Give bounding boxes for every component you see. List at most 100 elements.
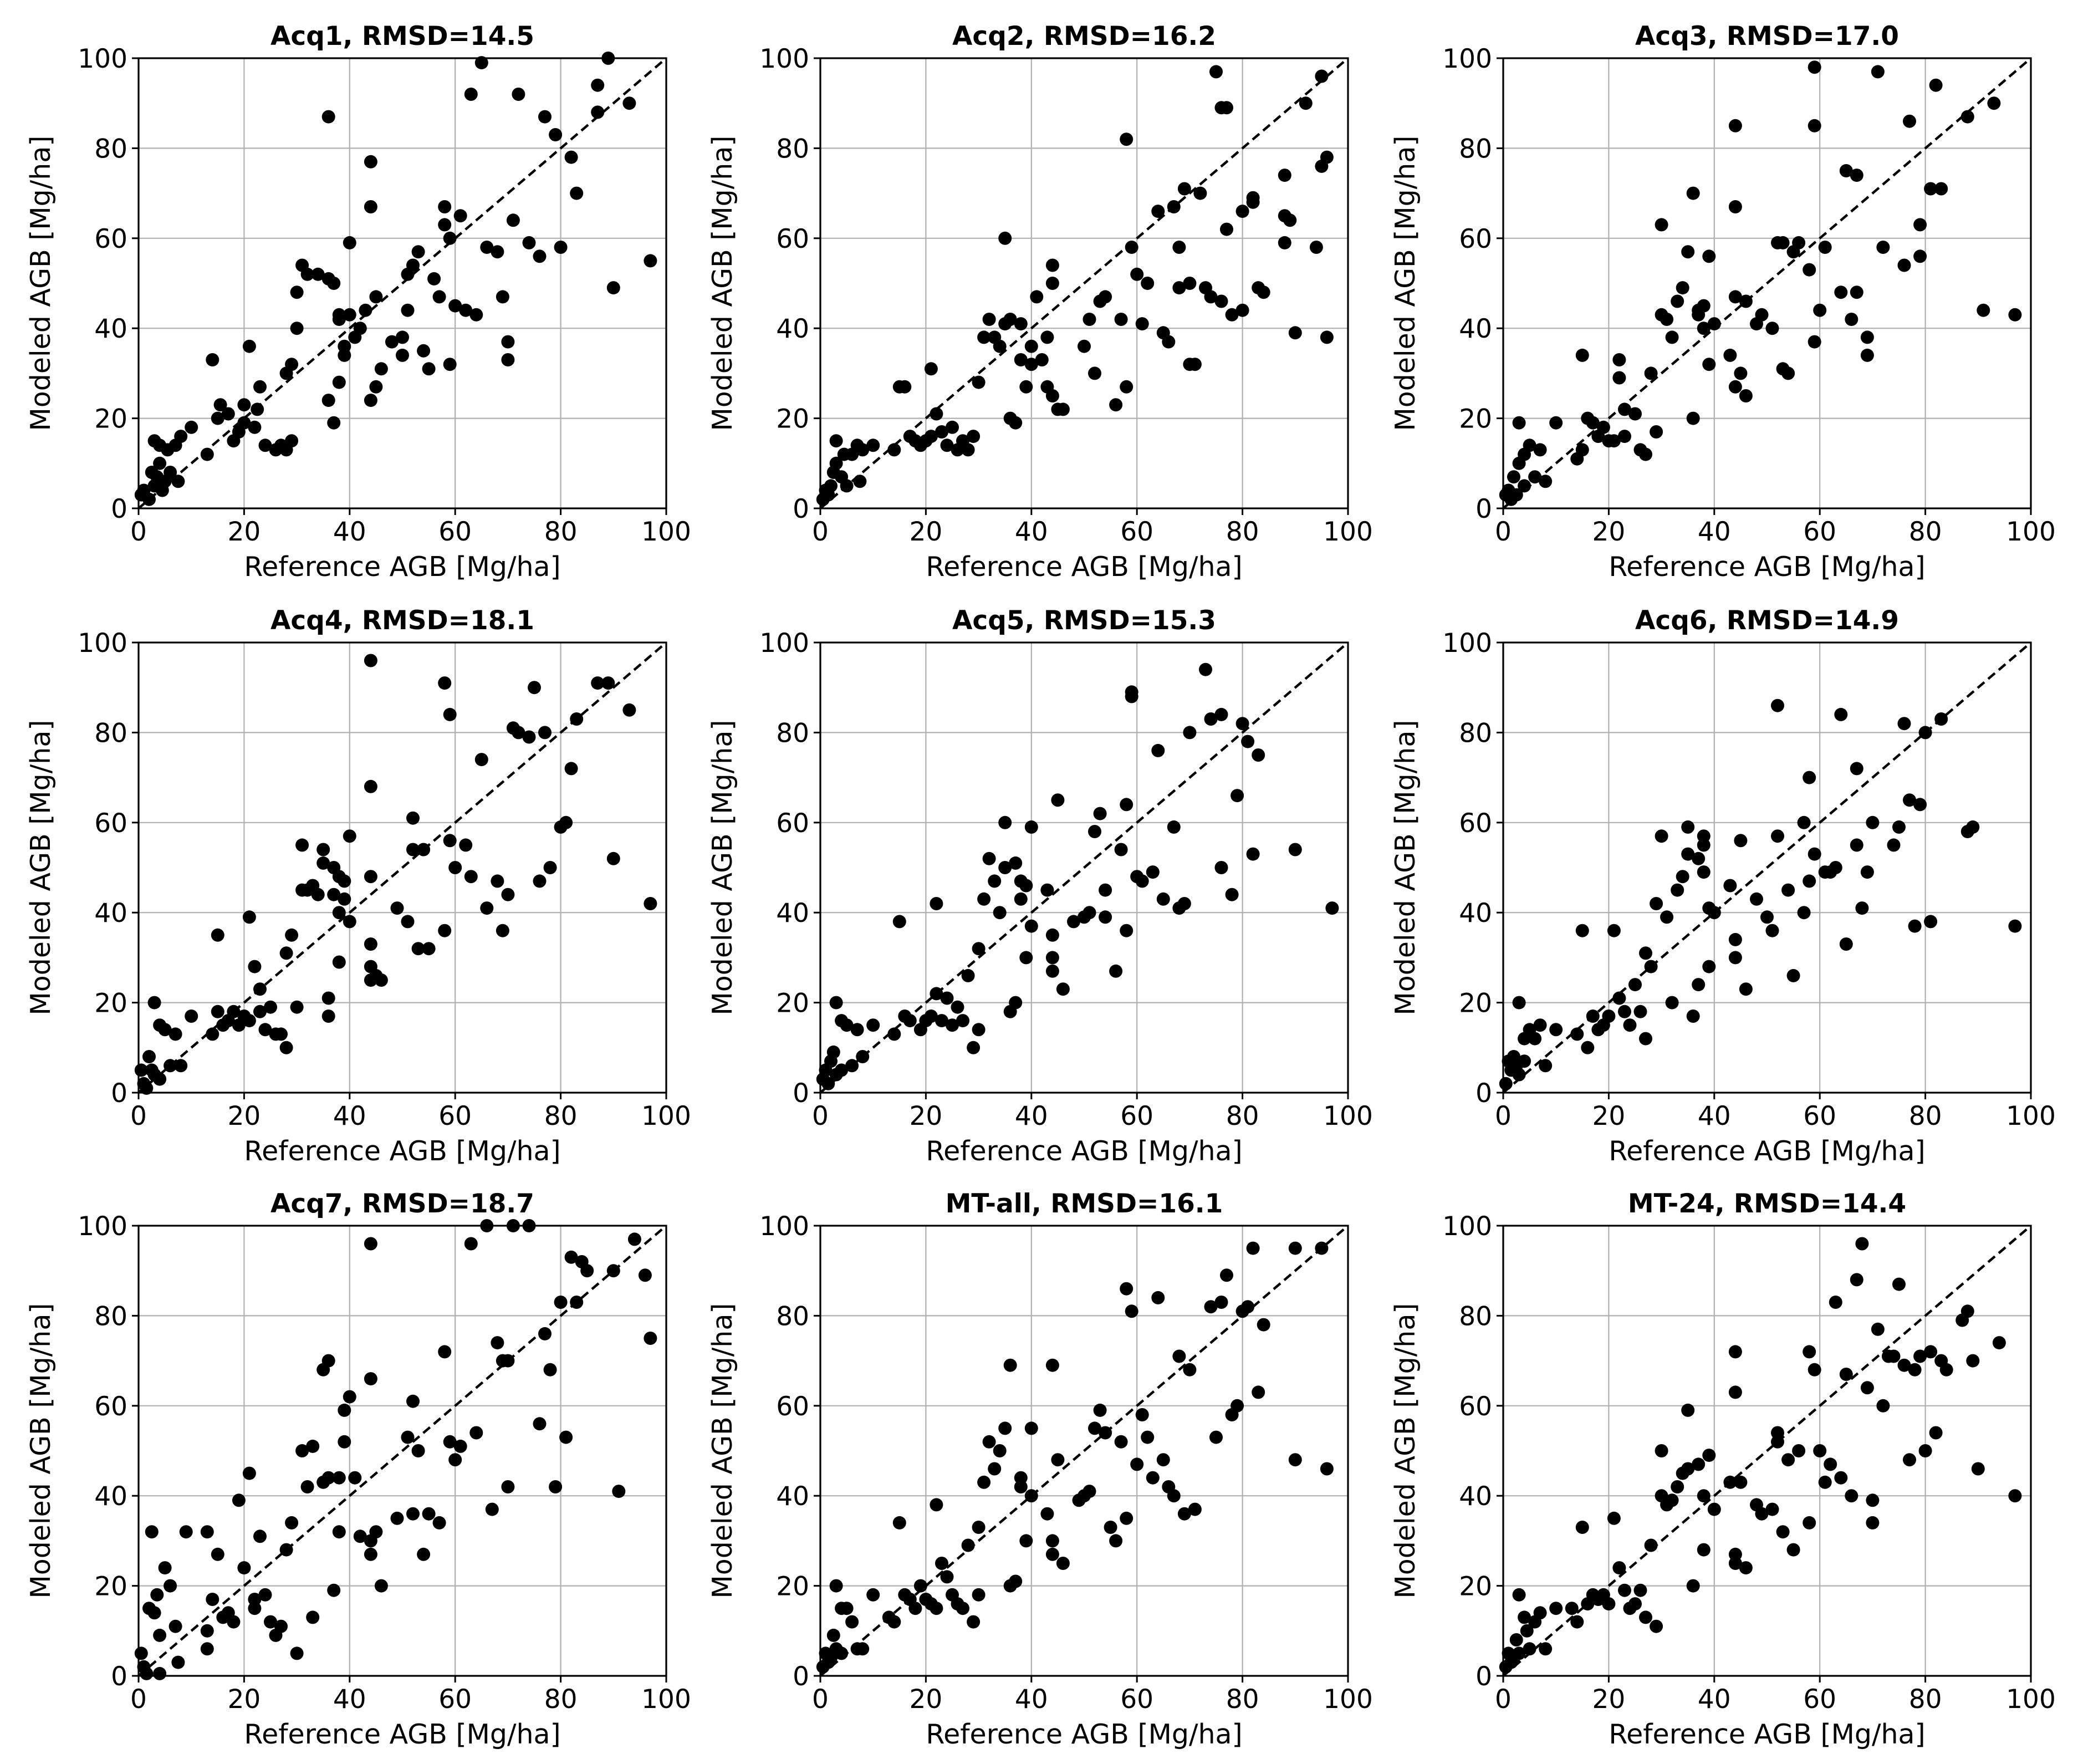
data-point [279, 1041, 293, 1054]
data-point [898, 380, 912, 394]
data-point [1803, 263, 1816, 277]
data-point [411, 1444, 425, 1457]
data-point [300, 267, 314, 281]
data-point [1612, 991, 1626, 1005]
scatter-panel-4: 00 20 20 40 40 60 60 80 80 100 100 Acq4, RMSD=18.1 R… [25, 605, 691, 1167]
x-axis-label: Reference AGB [Mg/ha] [1609, 551, 1925, 583]
data-point [1960, 1304, 1974, 1318]
data-point [417, 1547, 431, 1561]
data-point [406, 811, 420, 825]
scatter-panel-9: 00 20 20 40 40 60 60 80 80 100 100 MT-24, RMSD=14.4… [1390, 1189, 2056, 1750]
y-tick-label: 80 [1459, 718, 1492, 748]
data-point [512, 88, 525, 101]
data-point [2008, 1489, 2022, 1503]
y-axis-label: Modeled AGB [Mg/ha] [1390, 1303, 1421, 1599]
data-point [1628, 407, 1642, 421]
data-point [290, 1646, 304, 1660]
data-point [1146, 1471, 1160, 1485]
data-point [935, 1014, 948, 1028]
x-tick-label: 60 [438, 1101, 472, 1131]
data-point [1167, 1489, 1181, 1503]
data-point [856, 443, 870, 457]
data-point [1512, 1588, 1526, 1602]
data-point [887, 1615, 901, 1629]
y-tick-label: 40 [94, 1481, 127, 1512]
data-point [533, 1417, 547, 1431]
data-point [1897, 717, 1911, 731]
x-tick-label: 80 [544, 1101, 578, 1131]
x-tick-label: 100 [1323, 1101, 1373, 1131]
x-tick-label: 80 [1909, 1101, 1942, 1131]
data-point [1702, 249, 1716, 263]
data-point [1728, 119, 1742, 132]
data-point [353, 322, 367, 335]
data-point [1855, 901, 1869, 915]
x-tick-label: 80 [544, 1684, 578, 1715]
y-axis-label: Modeled AGB [Mg/ha] [707, 1303, 738, 1599]
one-to-one-line [819, 641, 1349, 1094]
scatter-panel-1: 00 20 20 40 40 60 60 80 80 100 100 Acq1, RMSD=14.5 R… [25, 21, 691, 583]
data-point [311, 267, 325, 281]
data-point [972, 1588, 986, 1602]
data-point [1575, 924, 1589, 937]
data-point [993, 339, 1007, 353]
data-point [1209, 65, 1223, 79]
data-point [1278, 169, 1291, 182]
data-point [1845, 313, 1858, 326]
data-point [826, 1045, 840, 1059]
y-tick-label: 40 [1459, 898, 1492, 929]
data-point [1315, 1241, 1329, 1255]
data-point [332, 955, 346, 969]
data-point [237, 1561, 251, 1575]
data-point [930, 987, 943, 1001]
data-point [153, 1666, 167, 1680]
data-point [147, 996, 161, 1010]
data-point [491, 874, 504, 888]
data-point [1786, 968, 1800, 982]
data-point [179, 1525, 193, 1539]
data-point [438, 1345, 452, 1359]
scatter-panel-2: 00 20 20 40 40 60 60 80 80 100 100 Acq2, RMSD=16.2 R… [707, 21, 1373, 583]
data-point [580, 1264, 594, 1278]
data-point [982, 313, 996, 326]
data-point [1681, 1462, 1695, 1476]
data-point [300, 1480, 314, 1493]
data-point [438, 924, 452, 937]
data-point [1188, 1502, 1202, 1516]
data-point [591, 78, 605, 92]
data-point [1803, 1516, 1816, 1530]
data-point [835, 1646, 849, 1660]
x-tick-label: 60 [1803, 1101, 1836, 1131]
data-point [390, 1511, 404, 1525]
data-point [1612, 371, 1626, 385]
data-point [638, 1268, 652, 1282]
data-point [200, 1525, 214, 1539]
data-point [396, 348, 409, 362]
data-point [364, 654, 377, 667]
data-point [491, 1336, 504, 1350]
data-point [1172, 241, 1186, 254]
data-point [338, 1403, 351, 1417]
data-point [570, 186, 584, 200]
data-point [1660, 910, 1674, 924]
y-tick-label: 0 [1475, 494, 1492, 524]
data-point [248, 960, 262, 973]
data-point [1934, 712, 1948, 726]
data-point [295, 1444, 309, 1457]
data-point [453, 1439, 467, 1453]
data-point [1045, 258, 1059, 272]
data-point [1014, 317, 1028, 331]
data-point [417, 344, 431, 358]
data-point [1618, 430, 1631, 443]
data-point [174, 430, 188, 443]
data-point [491, 245, 504, 259]
data-point [1808, 847, 1821, 861]
data-point [1644, 366, 1658, 380]
data-point [1786, 1543, 1800, 1557]
data-point [1019, 1534, 1033, 1548]
y-tick-label: 20 [94, 988, 127, 1019]
data-point [1257, 285, 1270, 299]
data-point [1499, 1077, 1513, 1090]
data-point [1839, 1368, 1853, 1381]
